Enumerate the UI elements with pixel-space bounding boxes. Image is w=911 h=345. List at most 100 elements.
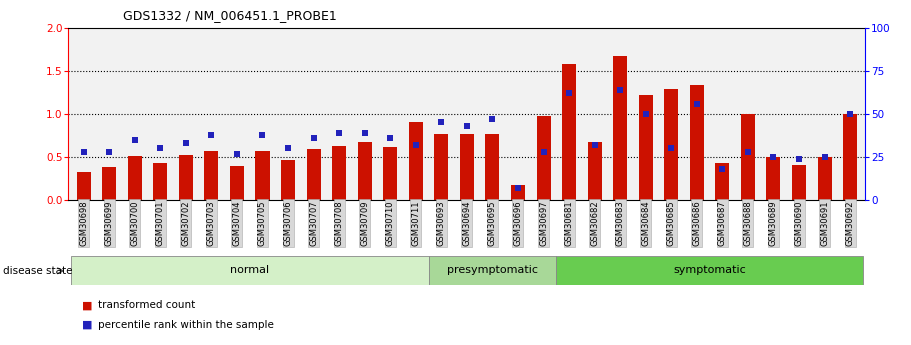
Bar (792, 165, 806, 200)
Text: GSM30683: GSM30683 (616, 200, 625, 246)
Point (357, 130, 372, 136)
Text: GSM30709: GSM30709 (360, 200, 369, 246)
Text: normal: normal (230, 266, 270, 275)
Text: GSM30710: GSM30710 (385, 200, 394, 246)
Text: GSM30698: GSM30698 (79, 200, 88, 246)
Bar (384, 147, 397, 200)
Text: ■: ■ (82, 320, 93, 330)
Point (204, 132, 219, 137)
Point (537, 149, 551, 155)
Text: GSM30693: GSM30693 (437, 200, 445, 246)
Text: GSM30682: GSM30682 (590, 200, 599, 246)
Bar (486, 134, 499, 200)
Text: GSM30685: GSM30685 (667, 200, 676, 246)
Text: transformed count: transformed count (98, 300, 196, 310)
Text: GSM30692: GSM30692 (845, 200, 855, 246)
Point (588, 142, 602, 148)
Point (306, 135, 321, 141)
Bar (741, 114, 755, 200)
Text: ■: ■ (82, 300, 93, 310)
Text: GSM30684: GSM30684 (641, 200, 650, 246)
Text: GSM30690: GSM30690 (794, 200, 804, 246)
Text: disease state: disease state (3, 266, 72, 276)
Point (613, 87, 628, 92)
Text: GSM30707: GSM30707 (309, 200, 318, 246)
Text: GSM30697: GSM30697 (539, 200, 548, 246)
Bar (153, 163, 168, 200)
Bar (460, 134, 474, 200)
Bar (204, 151, 219, 200)
Bar (562, 64, 576, 200)
Point (715, 166, 730, 172)
Point (511, 185, 526, 191)
Point (77, 149, 91, 155)
Point (562, 90, 577, 96)
Point (230, 151, 244, 156)
Bar (77, 171, 91, 200)
Text: GSM30688: GSM30688 (743, 200, 752, 246)
Bar (511, 185, 525, 200)
Point (281, 146, 295, 151)
Text: GSM30694: GSM30694 (463, 200, 471, 246)
Point (817, 154, 832, 160)
Point (766, 154, 781, 160)
Point (639, 111, 653, 117)
Bar (639, 95, 653, 200)
Bar (71, 256, 428, 285)
Bar (690, 85, 704, 200)
Bar (102, 167, 117, 200)
Bar (179, 155, 193, 200)
Point (664, 146, 679, 151)
Bar (664, 89, 679, 200)
Text: GSM30691: GSM30691 (820, 200, 829, 246)
Text: symptomatic: symptomatic (673, 266, 746, 275)
Point (179, 140, 193, 146)
Text: GSM30699: GSM30699 (105, 200, 114, 246)
Text: GSM30708: GSM30708 (334, 200, 343, 246)
Point (792, 156, 806, 161)
Text: GSM30711: GSM30711 (411, 200, 420, 246)
Bar (715, 163, 730, 200)
Bar (409, 122, 423, 200)
Text: GSM30681: GSM30681 (565, 200, 574, 246)
Point (153, 146, 168, 151)
Point (255, 132, 270, 137)
Bar (435, 134, 448, 200)
Bar (817, 157, 832, 200)
Point (102, 149, 117, 155)
Text: GSM30687: GSM30687 (718, 200, 727, 246)
Text: GSM30689: GSM30689 (769, 200, 778, 246)
Text: GSM30696: GSM30696 (514, 200, 523, 246)
Bar (358, 142, 372, 200)
Point (434, 120, 448, 125)
Point (383, 135, 397, 141)
Text: percentile rank within the sample: percentile rank within the sample (98, 320, 274, 330)
Point (332, 130, 346, 136)
Text: GSM30701: GSM30701 (156, 200, 165, 246)
Bar (128, 156, 142, 200)
Text: GSM30695: GSM30695 (488, 200, 496, 246)
Text: GSM30703: GSM30703 (207, 200, 216, 246)
Bar (307, 149, 321, 200)
Point (690, 101, 704, 106)
Text: GSM30702: GSM30702 (181, 200, 190, 246)
Bar (255, 151, 270, 200)
Point (486, 116, 500, 122)
Bar (766, 157, 781, 200)
Text: GSM30704: GSM30704 (232, 200, 241, 246)
Bar (843, 114, 857, 200)
Text: GDS1332 / NM_006451.1_PROBE1: GDS1332 / NM_006451.1_PROBE1 (123, 9, 337, 22)
Bar (230, 167, 244, 200)
Bar (588, 142, 601, 200)
Text: GSM30700: GSM30700 (130, 200, 139, 246)
Text: GSM30706: GSM30706 (283, 200, 292, 246)
Point (843, 111, 857, 117)
Point (459, 123, 474, 129)
Text: GSM30705: GSM30705 (258, 200, 267, 246)
Point (408, 142, 423, 148)
Text: GSM30686: GSM30686 (692, 200, 701, 246)
Bar (281, 160, 295, 200)
Text: presymptomatic: presymptomatic (447, 266, 537, 275)
Bar (613, 56, 627, 200)
Point (741, 149, 755, 155)
